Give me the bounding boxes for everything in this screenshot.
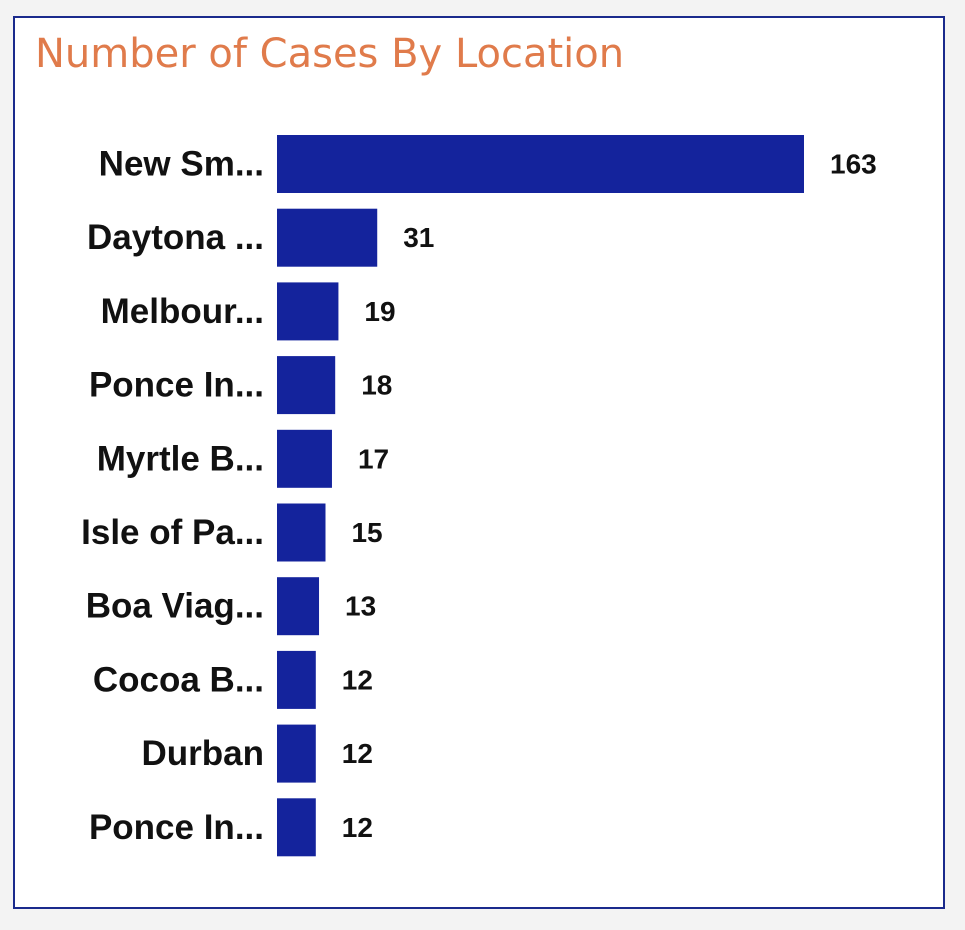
data-label: 17 [358,443,389,474]
bar[interactable] [277,503,326,562]
category-label: Isle of Pa... [81,513,264,552]
category-label: Melbour... [101,292,264,331]
category-label: Daytona ... [87,218,264,257]
category-label: New Sm... [99,145,264,184]
bar[interactable] [277,356,336,415]
data-label: 18 [361,370,392,401]
bar[interactable] [277,429,332,488]
bar[interactable] [277,798,316,857]
data-label: 31 [403,222,434,253]
chart-title: Number of Cases By Location [35,31,625,77]
category-label: Durban [142,734,265,773]
category-label: Myrtle B... [97,439,264,478]
data-label: 12 [342,738,373,769]
data-label: 19 [364,296,395,327]
bar[interactable] [277,208,378,267]
data-label: 13 [345,591,376,622]
bar[interactable] [277,724,316,783]
chart-card: Number of Cases By Location New Sm... 163… [13,16,945,909]
category-label: Cocoa B... [93,660,264,699]
data-label: 12 [342,812,373,843]
data-label: 163 [830,149,877,180]
bar[interactable] [277,282,339,341]
bar[interactable] [277,135,804,193]
bar[interactable] [277,650,316,709]
category-label: Boa Viag... [86,587,264,626]
bar-chart: New Sm... 163 Daytona ... 31 Melbour... 19 Pon… [81,135,877,857]
data-label: 12 [342,664,373,695]
category-label: Ponce In... [89,366,264,405]
data-label: 15 [351,517,382,548]
bar[interactable] [277,577,320,636]
category-label: Ponce In... [89,808,264,847]
